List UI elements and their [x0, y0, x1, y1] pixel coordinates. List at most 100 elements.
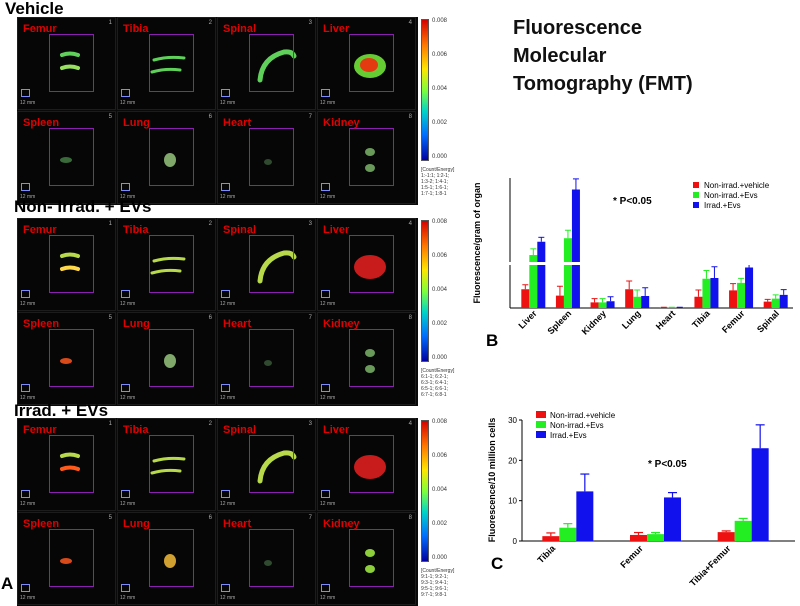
axis-break [506, 262, 793, 265]
panel-b-letter: B [486, 331, 498, 350]
colorbar [421, 220, 429, 362]
colorbar-tick: 0.004 [432, 487, 447, 493]
roi-box [149, 529, 194, 587]
roi-box [249, 329, 294, 387]
bar [521, 289, 529, 308]
colorbar-tick: 0.000 [432, 555, 447, 561]
bar [599, 302, 607, 308]
bar [572, 190, 580, 308]
x-tick-label: Femur [720, 308, 747, 335]
orientation-icon [21, 290, 30, 298]
orientation-icon [221, 384, 230, 392]
scale-label: 12 mm [320, 301, 335, 307]
legend-label: Non-irrad.+vehicle [704, 181, 770, 190]
bar [735, 521, 752, 541]
colorbar-tick: 0.000 [432, 355, 447, 361]
roi-box [149, 34, 194, 92]
organ-label: Femur [23, 23, 57, 35]
legend-swatch [536, 411, 546, 418]
roi-box [49, 34, 94, 92]
significance-note: * P<0.05 [648, 459, 687, 470]
bar [647, 534, 664, 541]
cell-number: 7 [309, 315, 312, 321]
organ-label: Lung [123, 117, 150, 129]
x-tick-label: Lung [620, 308, 643, 331]
orientation-icon [221, 89, 230, 97]
cell-number: 5 [109, 315, 112, 321]
organ-label: Kidney [323, 318, 360, 330]
colorbar-tick: 0.008 [432, 419, 447, 425]
fmt-cell: Lung 6 12 mm [117, 312, 216, 405]
bar [752, 448, 769, 541]
cell-number: 4 [409, 20, 412, 26]
cell-number: 5 [109, 515, 112, 521]
bar [764, 302, 772, 308]
scale-label: 12 mm [120, 395, 135, 401]
roi-box [349, 34, 394, 92]
panel-a-letter: A [1, 574, 13, 594]
cell-number: 6 [209, 315, 212, 321]
scale-label: 12 mm [220, 501, 235, 507]
fmt-title: Fluorescence Molecular Tomography (FMT) [513, 14, 693, 98]
orientation-icon [121, 183, 130, 191]
y-tick-label: 10 [508, 497, 517, 506]
cell-number: 8 [409, 315, 412, 321]
cell-number: 7 [309, 515, 312, 521]
cell-number: 6 [209, 515, 212, 521]
organ-label: Heart [223, 318, 251, 330]
orientation-icon [21, 490, 30, 498]
scale-label: 12 mm [220, 595, 235, 601]
x-tick-label: Femur [618, 543, 645, 570]
cell-number: 1 [109, 421, 112, 427]
orientation-icon [121, 384, 130, 392]
orientation-icon [221, 290, 230, 298]
cell-number: 2 [209, 221, 212, 227]
legend-swatch [536, 421, 546, 428]
count-energy-note: [Count/Energy] 9:1-1; 9:2-1; 9:3-1; 9:4-… [421, 568, 454, 598]
roi-box [49, 435, 94, 493]
cell-number: 6 [209, 114, 212, 120]
bar [559, 528, 576, 541]
orientation-icon [21, 183, 30, 191]
fmt-title-line-1: Fluorescence [513, 14, 693, 42]
significance-note: * P<0.05 [613, 196, 652, 207]
organ-label: Spinal [223, 224, 256, 236]
orientation-icon [321, 384, 330, 392]
organ-label: Lung [123, 318, 150, 330]
orientation-icon [21, 89, 30, 97]
orientation-icon [221, 183, 230, 191]
cell-number: 1 [109, 20, 112, 26]
organ-label: Tibia [123, 23, 148, 35]
cell-number: 8 [409, 515, 412, 521]
bar [694, 297, 702, 308]
y-tick-label: 0 [513, 537, 518, 546]
scale-label: 12 mm [320, 100, 335, 106]
legend-label: Non-irrad.+vehicle [550, 411, 616, 420]
cell-number: 8 [409, 114, 412, 120]
colorbar-tick: 0.000 [432, 154, 447, 160]
colorbar-tick: 0.008 [432, 18, 447, 24]
roi-box [149, 128, 194, 186]
y-tick-label: 20 [508, 456, 517, 465]
bar [718, 532, 735, 541]
legend-label: Non-irrad.+Evs [704, 191, 758, 200]
cell-number: 2 [209, 20, 212, 26]
bar [702, 279, 710, 308]
legend-swatch [536, 431, 546, 438]
y-axis-label: Fluorescence/10 million cells [487, 418, 497, 543]
roi-box [49, 128, 94, 186]
fmt-title-line-2: Molecular [513, 42, 693, 70]
organ-label: Femur [23, 224, 57, 236]
cell-number: 3 [309, 20, 312, 26]
